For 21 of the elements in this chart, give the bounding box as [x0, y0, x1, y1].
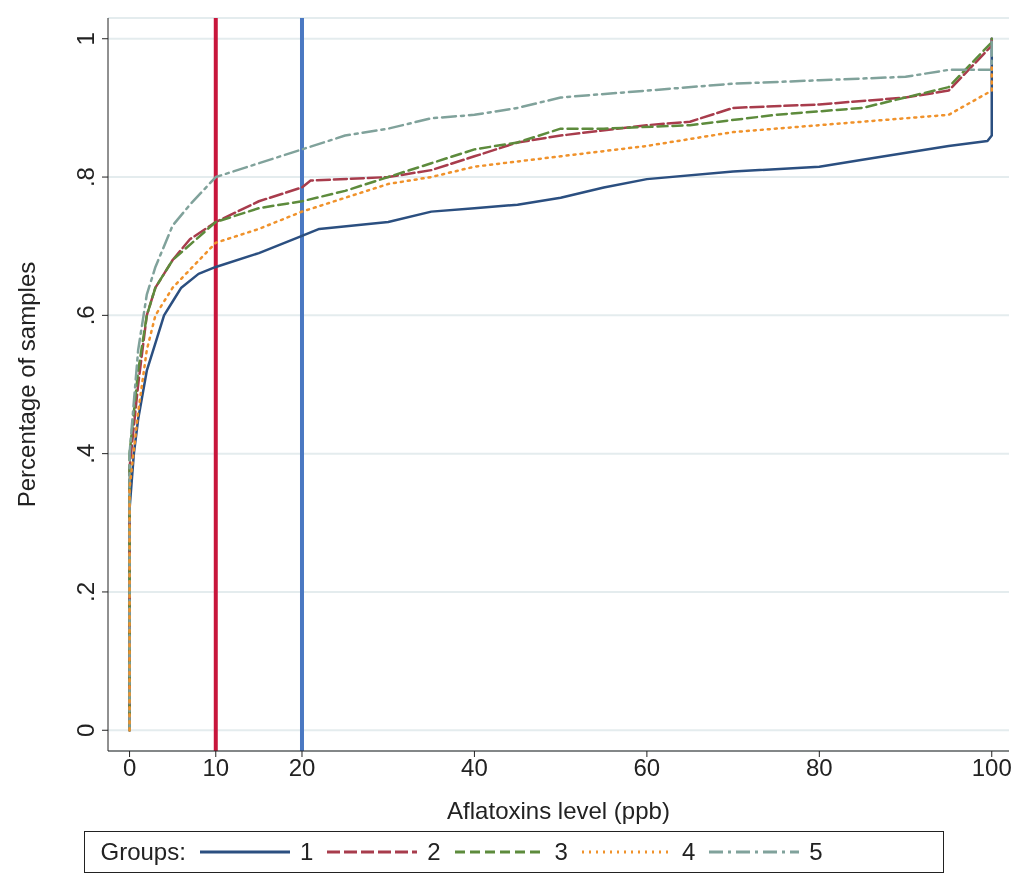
x-tick-label: 40: [461, 754, 488, 782]
y-tick-label: .4: [72, 443, 99, 464]
legend-label: 2: [427, 838, 441, 866]
x-tick-label: 100: [971, 754, 1012, 782]
x-tick-label: 20: [288, 754, 316, 782]
x-tick-label: 60: [633, 754, 661, 782]
y-tick-label: 1: [72, 32, 99, 46]
x-tick-label: 0: [122, 754, 137, 782]
x-tick-label: 10: [202, 754, 230, 782]
y-tick-label: .8: [72, 167, 99, 188]
x-tick-label: 80: [805, 754, 833, 782]
y-tick-label: .6: [72, 305, 99, 326]
legend-label: 5: [809, 838, 823, 866]
y-tick-label: 0: [72, 723, 99, 737]
y-axis-title: Percentage of samples: [12, 261, 40, 508]
y-tick-label: .2: [72, 581, 99, 602]
legend-title: Groups:: [100, 838, 186, 866]
x-axis-title: Aflatoxins level (ppb): [447, 797, 670, 824]
legend-label: 3: [554, 838, 568, 866]
legend-label: 1: [299, 838, 314, 866]
legend-label: 4: [681, 838, 696, 866]
